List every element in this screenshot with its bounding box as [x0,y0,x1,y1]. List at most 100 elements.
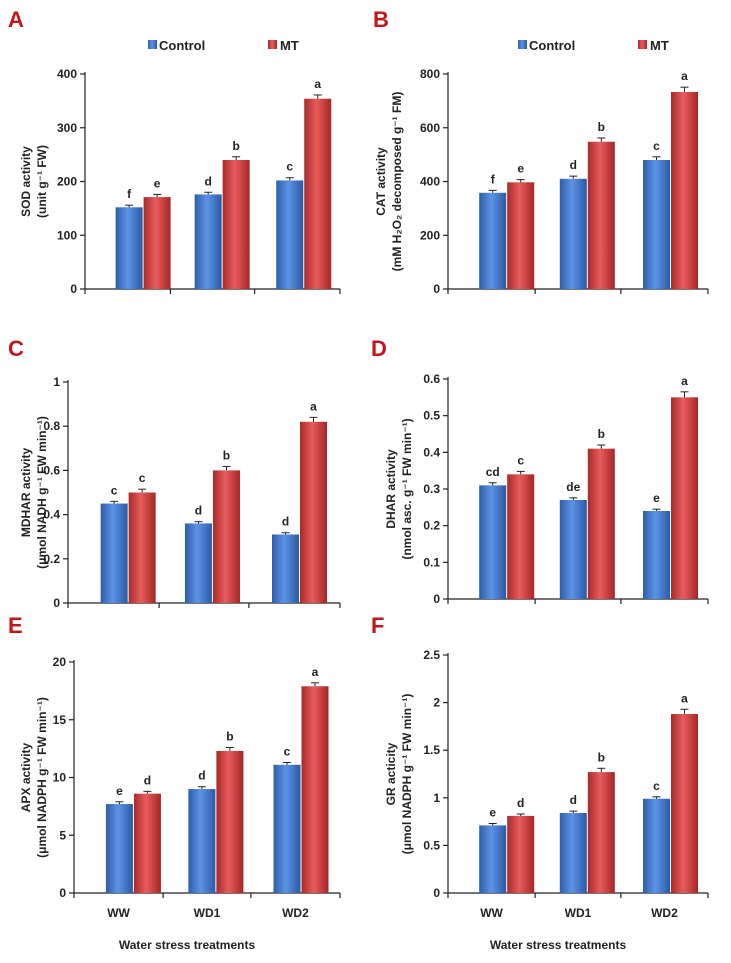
bar-mt-wd2 [300,421,327,603]
bar-mt-wd2 [671,397,698,599]
bar-mt-wd1 [222,160,250,289]
y-tick-label: 10 [53,771,67,785]
y-axis-title-line1: CAT activity [374,147,388,216]
bar-control-wd1 [188,789,216,893]
y-tick-label: 15 [53,713,67,727]
bar-mt-ww [143,197,171,289]
significance-letter: e [517,162,524,176]
y-tick-label: 0 [53,596,60,610]
bar-control-ww [479,485,507,599]
bar-mt-ww [128,492,156,603]
y-tick-label: 0.6 [423,372,440,386]
panel-label: E [8,613,23,638]
y-axis-title-line1: DHAR activity [384,449,398,529]
bar-mt-ww [507,815,535,893]
bar-control-ww [115,207,143,289]
y-tick-label: 0.3 [423,482,440,496]
y-tick-label: 200 [57,175,77,189]
bar-control-wd2 [272,534,299,603]
y-tick-label: 0 [433,592,440,606]
x-category-label: WW [107,906,130,920]
x-category-label: WD2 [282,906,309,920]
y-tick-label: 20 [53,655,67,669]
significance-letter: c [139,471,146,485]
y-axis-title: MDHAR activity (μmol NADH g⁻¹ FW min⁻¹) [19,416,49,569]
significance-letter: b [226,729,233,743]
bar-control-wd2 [643,160,670,289]
y-tick-label: 1 [433,791,440,805]
significance-letter: f [491,172,496,186]
significance-letter: c [284,744,291,758]
significance-letter: b [598,120,605,134]
significance-letter: e [489,806,496,820]
x-category-label: WD1 [565,906,592,920]
legend-label-mt: MT [280,38,299,53]
y-tick-label: 1 [53,375,60,389]
y-axis-title-line1: APX activity [19,742,33,812]
significance-letter: e [154,176,161,190]
y-tick-label: 0.6 [43,463,60,477]
significance-letter: cd [486,465,500,479]
significance-letter: c [517,453,524,467]
significance-letter: e [116,784,123,798]
y-axis-title-line1: SOD activity [19,146,33,217]
bar-control-ww [105,804,133,893]
y-tick-label: 0.2 [423,519,440,533]
significance-letter: a [310,399,317,413]
significance-letter: f [127,187,132,201]
significance-letter: c [653,139,660,153]
significance-letter: e [653,491,660,505]
y-tick-label: 200 [420,228,440,242]
bar-mt-wd1 [216,750,244,893]
bar-control-wd1 [184,523,212,603]
y-axis-title: DHAR activity (nmol asc. g⁻¹ FW min⁻¹) [384,418,414,559]
x-category-label: WD1 [194,906,221,920]
significance-letter: a [681,374,688,388]
y-tick-label: 0.5 [423,409,440,423]
legend-label-control: Control [159,38,205,53]
y-tick-label: 800 [420,67,440,81]
chart-panel-c: C 0 0.2 0.4 0.6 0.8 1 MDHAR activity (μmol NADH … [8,336,341,610]
chart-panel-f: F 0 0.5 1 1.5 2 2.5 GR acticity (μmol NADPH g⁻¹ … [371,613,709,952]
bar-mt-wd2 [671,714,698,893]
bar-control-ww [479,825,507,893]
x-category-label: WW [480,906,503,920]
y-tick-label: 0.5 [423,838,440,852]
bar-mt-wd2 [301,686,329,893]
y-tick-label: 5 [59,828,66,842]
x-axis-title: Water stress treatments [119,938,256,952]
x-axis-title: Water stress treatments [490,938,627,952]
y-tick-label: 400 [420,175,440,189]
bar-control-wd1 [559,813,587,893]
bar-mt-wd1 [587,772,615,893]
significance-letter: d [195,504,202,518]
significance-letter: c [653,779,660,793]
bar-control-ww [479,192,507,289]
y-axis-title-line2: (nmol asc. g⁻¹ FW min⁻¹) [400,418,414,559]
bar-control-wd2 [643,511,670,599]
y-axis-title: APX activity (μmol NADPH g⁻¹ FW min⁻¹) [19,697,49,858]
y-tick-label: 0.4 [43,508,60,522]
legend-swatch-control [518,40,527,49]
panel-label: A [8,7,24,32]
y-tick-label: 0.1 [423,555,440,569]
panel-label: B [373,7,389,32]
y-tick-label: 0 [70,282,77,296]
significance-letter: b [598,427,605,441]
bar-control-wd1 [559,500,587,599]
y-tick-label: 1.5 [423,743,440,757]
y-tick-label: 0 [433,886,440,900]
significance-letter: d [282,515,289,529]
legend-swatch-control [148,40,157,49]
significance-letter: d [570,158,577,172]
y-axis-title: CAT activity (mM H₂O₂ decomposed g⁻¹ FM) [374,92,404,272]
bar-control-wd1 [559,178,587,289]
legend-swatch-mt [638,40,647,49]
y-axis-title-line2: (μmol NADH g⁻¹ FW min⁻¹) [35,416,49,569]
panel-label: C [8,336,24,361]
significance-letter: d [517,796,524,810]
y-axis-title-line1: GR acticity [384,742,398,805]
y-axis-title-line2: (mM H₂O₂ decomposed g⁻¹ FM) [390,92,404,272]
y-tick-label: 0.4 [423,445,440,459]
y-tick-label: 2 [433,696,440,710]
